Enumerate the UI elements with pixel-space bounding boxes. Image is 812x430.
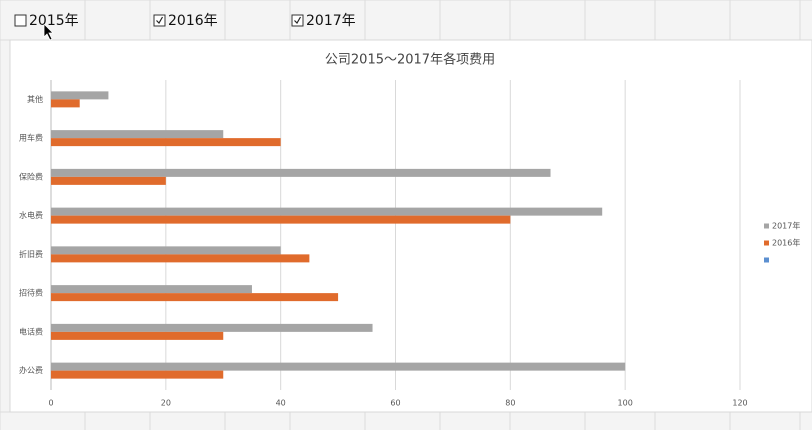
bar [51, 370, 224, 379]
x-tick-label: 80 [505, 399, 515, 408]
y-tick-label: 折旧费 [19, 249, 43, 259]
x-tick-label: 100 [618, 399, 633, 408]
cursor [43, 23, 54, 41]
bar [51, 138, 281, 147]
checkbox-label[interactable]: 2015年 [29, 13, 79, 29]
checkmark [156, 16, 164, 24]
bar [51, 293, 339, 302]
bar [51, 331, 224, 340]
bar [51, 91, 109, 100]
checkbox[interactable] [153, 14, 166, 27]
bar [51, 246, 281, 255]
x-tick-label: 0 [48, 399, 53, 408]
legend-label: 2016年 [772, 238, 800, 248]
bar [51, 99, 80, 108]
legend-label: 2017年 [772, 221, 800, 231]
x-tick-label: 40 [276, 399, 286, 408]
chart-title: 公司2015～2017年各项费用 [325, 52, 495, 68]
x-tick-label: 20 [161, 399, 171, 408]
legend-swatch [764, 223, 769, 229]
y-tick-label: 办公费 [19, 365, 43, 375]
bar [51, 215, 511, 224]
y-tick-label: 电话费 [19, 326, 43, 336]
bar [51, 130, 224, 139]
x-tick-label: 60 [390, 399, 400, 408]
bar [51, 176, 166, 185]
checkbox-label[interactable]: 2016年 [168, 13, 218, 29]
x-tick-label: 120 [732, 399, 747, 408]
checkbox-label[interactable]: 2017年 [306, 13, 356, 29]
bar [51, 168, 551, 177]
bar [51, 323, 373, 332]
bar [51, 254, 310, 263]
checkmark [294, 16, 302, 24]
y-tick-label: 保险费 [19, 171, 43, 181]
y-tick-label: 用车费 [19, 133, 43, 143]
checkbox[interactable] [14, 14, 27, 27]
bar [51, 285, 252, 294]
y-tick-label: 招待费 [19, 288, 43, 298]
checkbox[interactable] [291, 14, 304, 27]
bar [51, 362, 626, 371]
chart-area [9, 39, 812, 413]
y-tick-label: 其他 [27, 94, 43, 104]
legend-swatch [764, 240, 769, 246]
bar [51, 207, 603, 216]
y-tick-label: 水电费 [19, 210, 43, 220]
legend-swatch [764, 257, 769, 263]
